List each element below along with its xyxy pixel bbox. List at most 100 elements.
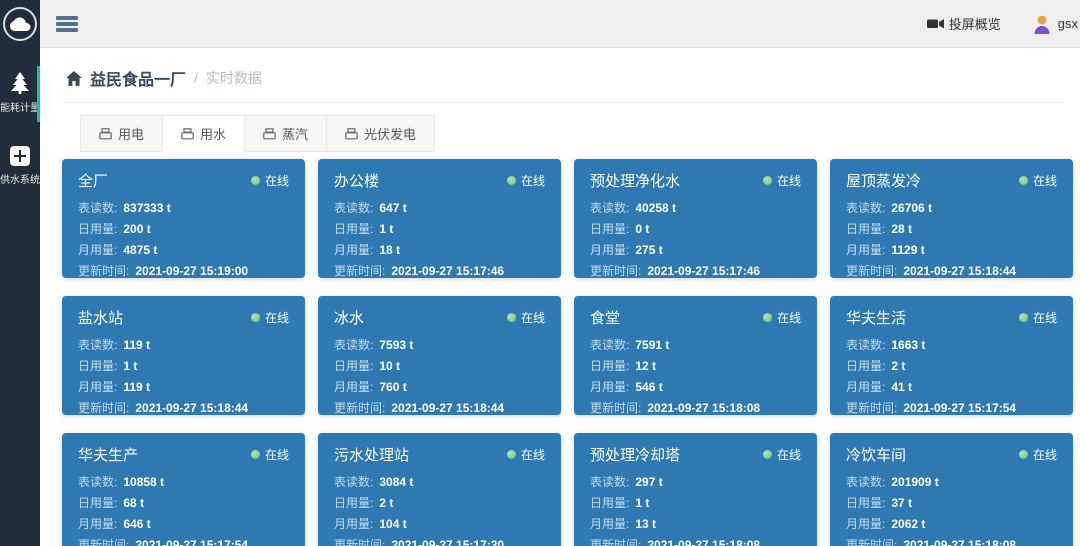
monthly-value: 41 t: [891, 380, 913, 394]
updated-label: 更新时间:: [590, 264, 642, 278]
meter-card[interactable]: 预处理冷却塔 在线 表读数: 297 t 日用量: 1 t 月用量: 13 t 更新时…: [574, 433, 817, 546]
tab-label: 用水: [200, 127, 227, 142]
status-label: 在线: [520, 174, 545, 188]
tab-label: 蒸汽: [282, 127, 309, 142]
user-menu[interactable]: gsx: [1033, 14, 1078, 34]
meter-icon: [345, 127, 358, 140]
status-label: 在线: [1032, 448, 1057, 462]
updated-label: 更新时间:: [846, 264, 898, 278]
sidebar-item-water-supply[interactable]: 供水系统: [0, 140, 40, 194]
monthly-label: 月用量:: [334, 380, 374, 394]
monthly-label: 月用量:: [590, 243, 630, 257]
breadcrumb: 益民食品一厂 / 实时数据: [40, 48, 1080, 102]
status-badge: 在线: [250, 446, 289, 463]
card-title: 盐水站: [78, 310, 124, 327]
breadcrumb-subtitle: 实时数据: [205, 70, 262, 86]
updated-label: 更新时间:: [334, 401, 386, 415]
card-title: 预处理净化水: [590, 173, 681, 190]
daily-label: 日用量:: [590, 222, 630, 236]
updated-value: 2021-09-27 15:18:44: [135, 401, 249, 415]
daily-label: 日用量:: [590, 359, 630, 373]
daily-label: 日用量:: [590, 496, 630, 510]
online-dot-icon: [762, 450, 772, 459]
reading-label: 表读数:: [590, 338, 630, 352]
status-label: 在线: [776, 311, 801, 325]
updated-value: 2021-09-27 15:17:46: [391, 264, 505, 278]
monthly-label: 月用量:: [334, 517, 374, 531]
meter-icon: [99, 127, 112, 140]
cloud-logo-icon: [3, 7, 37, 41]
reading-label: 表读数:: [846, 201, 886, 215]
online-dot-icon: [1018, 313, 1028, 322]
breadcrumb-divider: [62, 102, 1064, 103]
online-dot-icon: [762, 313, 772, 322]
tab-electricity[interactable]: 用电: [80, 115, 164, 152]
meter-card[interactable]: 办公楼 在线 表读数: 647 t 日用量: 1 t 月用量: 18 t 更新时间: 2…: [318, 159, 561, 278]
app-logo[interactable]: [0, 0, 40, 48]
reading-value: 1663 t: [891, 338, 926, 352]
online-dot-icon: [250, 450, 260, 459]
daily-value: 0 t: [635, 222, 650, 236]
status-label: 在线: [1032, 311, 1057, 325]
tab-water[interactable]: 用水: [163, 115, 246, 152]
tab-label: 光伏发电: [364, 127, 417, 142]
monthly-value: 646 t: [123, 517, 151, 531]
meter-card[interactable]: 预处理净化水 在线 表读数: 40258 t 日用量: 0 t 月用量: 275 t …: [574, 159, 817, 278]
daily-value: 2 t: [379, 496, 394, 510]
monthly-label: 月用量:: [78, 380, 118, 394]
sidebar-item-energy-metering[interactable]: 能耗计量: [0, 66, 40, 122]
status-badge: 在线: [506, 446, 545, 463]
daily-label: 日用量:: [334, 222, 374, 236]
online-dot-icon: [506, 313, 516, 322]
monthly-value: 104 t: [379, 517, 407, 531]
card-title: 污水处理站: [334, 447, 410, 464]
meter-card[interactable]: 全厂 在线 表读数: 837333 t 日用量: 200 t 月用量: 4875 t …: [62, 159, 305, 278]
updated-value: 2021-09-27 15:18:08: [647, 538, 761, 546]
meter-icon: [263, 127, 276, 140]
reading-value: 3084 t: [379, 475, 414, 489]
status-badge: 在线: [762, 446, 801, 463]
meter-card[interactable]: 食堂 在线 表读数: 7591 t 日用量: 12 t 月用量: 546 t 更新时间…: [574, 296, 817, 415]
reading-value: 297 t: [635, 475, 663, 489]
online-dot-icon: [250, 313, 260, 322]
meter-card[interactable]: 冰水 在线 表读数: 7593 t 日用量: 10 t 月用量: 760 t 更新时间…: [318, 296, 561, 415]
meter-card[interactable]: 冷饮车间 在线 表读数: 201909 t 日用量: 37 t 月用量: 2062 t…: [830, 433, 1073, 546]
updated-value: 2021-09-27 15:19:00: [135, 264, 249, 278]
online-dot-icon: [1018, 450, 1028, 459]
tab-pv-generation[interactable]: 光伏发电: [327, 115, 436, 152]
cast-overview-button[interactable]: 投屏概览: [926, 14, 1001, 33]
reading-value: 26706 t: [891, 201, 933, 215]
status-label: 在线: [1032, 174, 1057, 188]
meter-card[interactable]: 污水处理站 在线 表读数: 3084 t 日用量: 2 t 月用量: 104 t 更新…: [318, 433, 561, 546]
status-label: 在线: [264, 311, 289, 325]
meter-card[interactable]: 盐水站 在线 表读数: 119 t 日用量: 1 t 月用量: 119 t 更新时间:…: [62, 296, 305, 415]
updated-value: 2021-09-27 15:18:44: [903, 264, 1017, 278]
status-badge: 在线: [250, 172, 289, 189]
card-title: 华夫生产: [78, 447, 139, 464]
tab-steam[interactable]: 蒸汽: [245, 115, 328, 152]
daily-value: 200 t: [123, 222, 151, 236]
online-dot-icon: [506, 176, 516, 185]
updated-label: 更新时间:: [590, 538, 642, 546]
daily-label: 日用量:: [846, 496, 886, 510]
username-label: gsx: [1057, 16, 1078, 31]
monthly-value: 2062 t: [891, 517, 926, 531]
meter-card[interactable]: 屋顶蒸发冷 在线 表读数: 26706 t 日用量: 28 t 月用量: 1129 t…: [830, 159, 1073, 278]
daily-value: 1 t: [123, 359, 138, 373]
home-icon[interactable]: [66, 70, 82, 86]
reading-label: 表读数:: [590, 201, 630, 215]
meter-card[interactable]: 华夫生活 在线 表读数: 1663 t 日用量: 2 t 月用量: 41 t 更新时间…: [830, 296, 1073, 415]
daily-value: 2 t: [891, 359, 906, 373]
card-title: 华夫生活: [846, 310, 907, 327]
hamburger-menu-icon[interactable]: [56, 15, 78, 32]
updated-label: 更新时间:: [334, 538, 386, 546]
reading-label: 表读数:: [590, 475, 630, 489]
monthly-label: 月用量:: [590, 380, 630, 394]
updated-value: 2021-09-27 15:18:08: [647, 401, 761, 415]
camcorder-icon: [926, 17, 944, 30]
online-dot-icon: [762, 176, 772, 185]
meter-icon: [181, 127, 194, 140]
meter-card[interactable]: 华夫生产 在线 表读数: 10858 t 日用量: 68 t 月用量: 646 t 更…: [62, 433, 305, 546]
updated-label: 更新时间:: [78, 264, 130, 278]
page-title[interactable]: 益民食品一厂: [90, 72, 187, 89]
